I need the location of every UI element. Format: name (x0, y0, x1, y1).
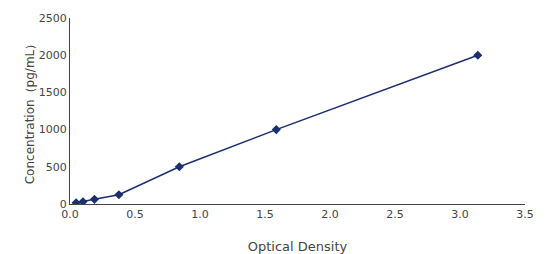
svg-text:1.0: 1.0 (191, 208, 209, 221)
svg-text:1000: 1000 (39, 123, 67, 136)
svg-text:2.0: 2.0 (321, 208, 339, 221)
svg-text:Concentration（pg/mL）: Concentration（pg/mL） (23, 38, 37, 185)
svg-text:3.0: 3.0 (451, 208, 469, 221)
svg-text:1500: 1500 (39, 86, 67, 99)
svg-text:1.5: 1.5 (256, 208, 274, 221)
svg-text:3.5: 3.5 (516, 208, 534, 221)
svg-text:2500: 2500 (39, 12, 67, 25)
svg-text:2000: 2000 (39, 49, 67, 62)
svg-text:0.0: 0.0 (61, 208, 79, 221)
svg-text:Optical Density: Optical Density (248, 239, 348, 254)
svg-text:0.5: 0.5 (126, 208, 144, 221)
svg-text:500: 500 (46, 161, 67, 174)
svg-text:2.5: 2.5 (386, 208, 404, 221)
svg-text:0: 0 (60, 198, 67, 211)
